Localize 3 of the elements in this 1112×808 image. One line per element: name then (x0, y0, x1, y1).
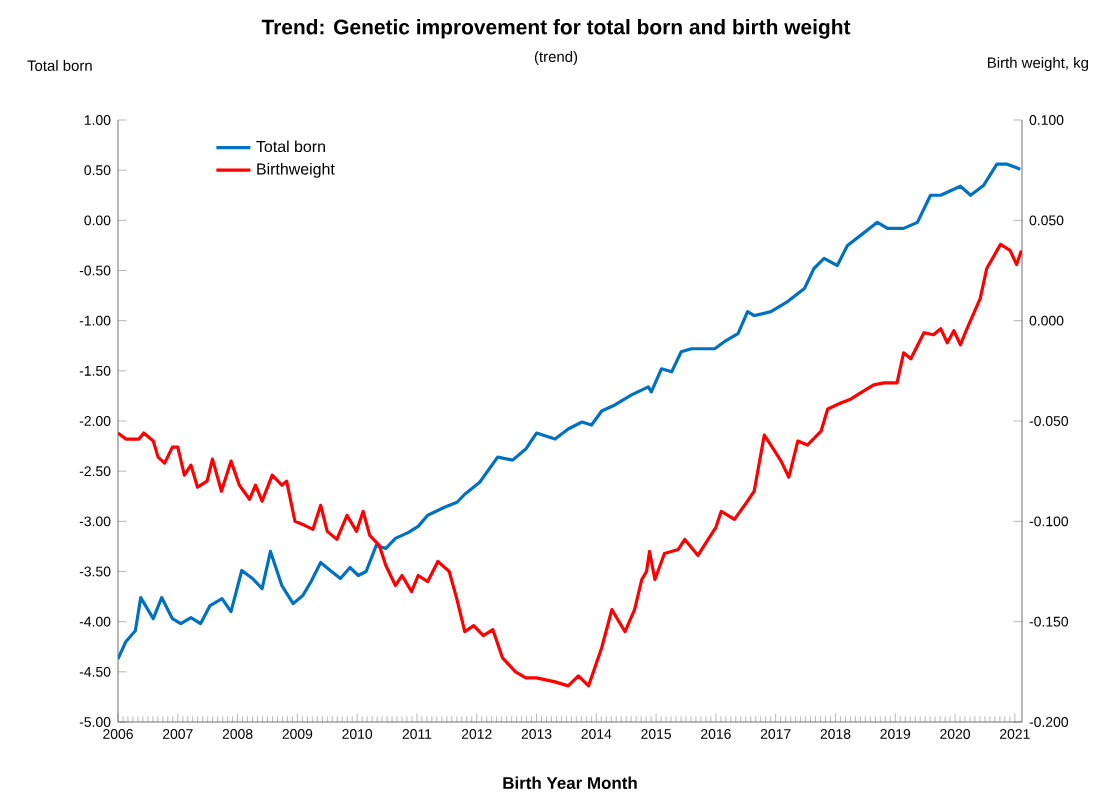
chart-title: Trend: Genetic improvement for total born and birth weight (261, 19, 851, 39)
x-axis-title: Birth Year Month (503, 776, 637, 789)
line-series (118, 242, 1023, 688)
